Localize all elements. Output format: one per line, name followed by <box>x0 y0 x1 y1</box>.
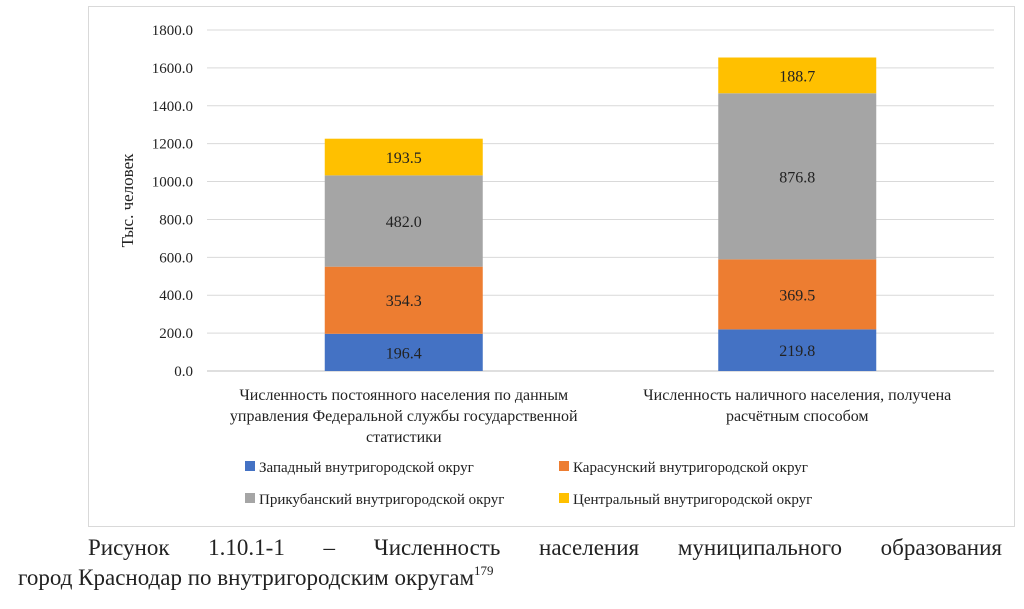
y-tick-label: 800.0 <box>159 212 193 228</box>
y-tick-label: 1400.0 <box>152 99 193 115</box>
x-category-label: статистики <box>366 429 442 446</box>
y-axis-title: Тыс. человек <box>118 153 137 248</box>
data-label: 196.4 <box>386 345 422 362</box>
bar-segment <box>324 333 483 371</box>
legend-label: Карасунский внутригородской округ <box>573 460 808 476</box>
data-label: 193.5 <box>386 150 422 167</box>
legend-swatch <box>559 461 569 471</box>
caption-footnote-ref: 179 <box>474 563 494 578</box>
chart-frame: 0.0 200.0 400.0 600.0 800.0 1000.0 1200.0 1400.… <box>88 6 1015 527</box>
data-label: 482.0 <box>386 214 422 231</box>
x-category-label: Численность постоянного населения по дан… <box>239 387 568 404</box>
legend-swatch <box>245 493 255 503</box>
legend-swatch <box>559 493 569 503</box>
y-tick-label: 1600.0 <box>152 61 193 77</box>
y-tick-label: 0.0 <box>174 364 193 380</box>
bar-segment <box>324 175 483 267</box>
caption-line-2-text: город Краснодар по внутригородским округ… <box>18 565 475 590</box>
data-label: 188.7 <box>779 68 815 85</box>
figure-caption: Рисунок 1.10.1-1 – Численность населения… <box>18 533 1002 593</box>
caption-line-1: Рисунок 1.10.1-1 – Численность населения… <box>88 535 1002 560</box>
stacked-bar-chart: 0.0 200.0 400.0 600.0 800.0 1000.0 1200.0 1400.… <box>118 23 994 508</box>
data-label: 876.8 <box>779 169 815 186</box>
legend-label: Западный внутригородской округ <box>259 460 474 476</box>
bar-segment <box>718 93 877 260</box>
x-category-label: управления Федеральной службы государств… <box>230 408 578 425</box>
bar-segment <box>718 57 877 94</box>
legend-label: Центральный внутригородской округ <box>573 492 812 508</box>
legend-label: Прикубанский внутригородской округ <box>259 492 504 508</box>
bar-segment <box>324 266 483 334</box>
x-category-label: Численность наличного населения, получен… <box>643 387 951 404</box>
legend-swatch <box>245 461 255 471</box>
bar-segment <box>718 329 877 371</box>
y-tick-label: 1200.0 <box>152 137 193 153</box>
data-label: 354.3 <box>386 293 422 310</box>
bar-segment <box>324 138 483 176</box>
data-label: 219.8 <box>779 343 815 360</box>
y-tick-label: 1000.0 <box>152 175 193 191</box>
bar-segment <box>718 259 877 330</box>
caption-line-2: город Краснодар по внутригородским округ… <box>18 563 1002 593</box>
y-tick-label: 200.0 <box>159 326 193 342</box>
data-label: 369.5 <box>779 287 815 304</box>
y-tick-label: 1800.0 <box>152 23 193 39</box>
x-category-label: расчётным способом <box>726 408 869 425</box>
y-tick-label: 600.0 <box>159 250 193 266</box>
y-tick-label: 400.0 <box>159 288 193 304</box>
